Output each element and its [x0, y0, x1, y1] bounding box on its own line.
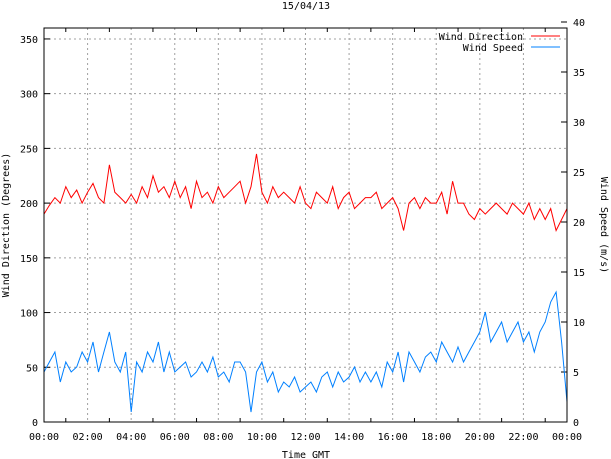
- y2-axis-label: Wind Speed (m/s): [598, 177, 609, 273]
- x-tick-label: 04:00: [116, 432, 146, 443]
- y2-tick-label: 30: [573, 118, 585, 129]
- series-line-wind-direction: [43, 153, 568, 232]
- y-tick-label: 200: [20, 199, 38, 210]
- x-tick-label: 02:00: [73, 432, 103, 443]
- legend-label-wind-speed: Wind Speed: [463, 43, 523, 54]
- x-tick-label: 18:00: [421, 432, 451, 443]
- y-tick-label: 150: [20, 254, 38, 265]
- y2-tick-label: 15: [573, 268, 585, 279]
- y2-tick-label: 25: [573, 168, 585, 179]
- y2-tick-label: 5: [573, 368, 579, 379]
- x-tick-label: 10:00: [247, 432, 277, 443]
- y-tick-label: 300: [20, 90, 38, 101]
- legend-label-wind-direction: Wind Direction: [439, 32, 523, 43]
- series-lines: [43, 153, 568, 413]
- y-tick-label: 100: [20, 309, 38, 320]
- x-tick-label: 20:00: [465, 432, 495, 443]
- y-tick-label: 0: [32, 418, 38, 429]
- y-axis-label: Wind Direction (Degrees): [1, 153, 12, 298]
- series-line-wind-speed: [43, 290, 568, 413]
- y2-tick-label: 35: [573, 68, 585, 79]
- x-tick-label: 08:00: [203, 432, 233, 443]
- chart-title: 15/04/13: [282, 1, 330, 12]
- legend: Wind Direction Wind Speed: [439, 32, 560, 54]
- x-tick-label: 16:00: [378, 432, 408, 443]
- x-tick-label: 00:00: [29, 432, 59, 443]
- plot-border: [43, 27, 568, 423]
- x-axis-label: Time GMT: [282, 450, 330, 459]
- grid: [44, 21, 567, 423]
- y2-tick-label: 0: [573, 418, 579, 429]
- y-tick-label: 250: [20, 144, 38, 155]
- y-tick-label: 50: [26, 363, 38, 374]
- x-tick-label: 06:00: [160, 432, 190, 443]
- x-tick-label: 14:00: [334, 432, 364, 443]
- x-tick-label: 22:00: [508, 432, 538, 443]
- x-tick-label: 12:00: [290, 432, 320, 443]
- y2-tick-label: 40: [573, 18, 585, 29]
- y-tick-label: 350: [20, 35, 38, 46]
- y2-tick-label: 10: [573, 318, 585, 329]
- tick-labels: 00:00 02:00 04:00 06:00 08:00 10:00 12:00 14:00…: [20, 18, 585, 443]
- x-tick-label: 00:00: [552, 432, 582, 443]
- y2-tick-label: 20: [573, 218, 585, 229]
